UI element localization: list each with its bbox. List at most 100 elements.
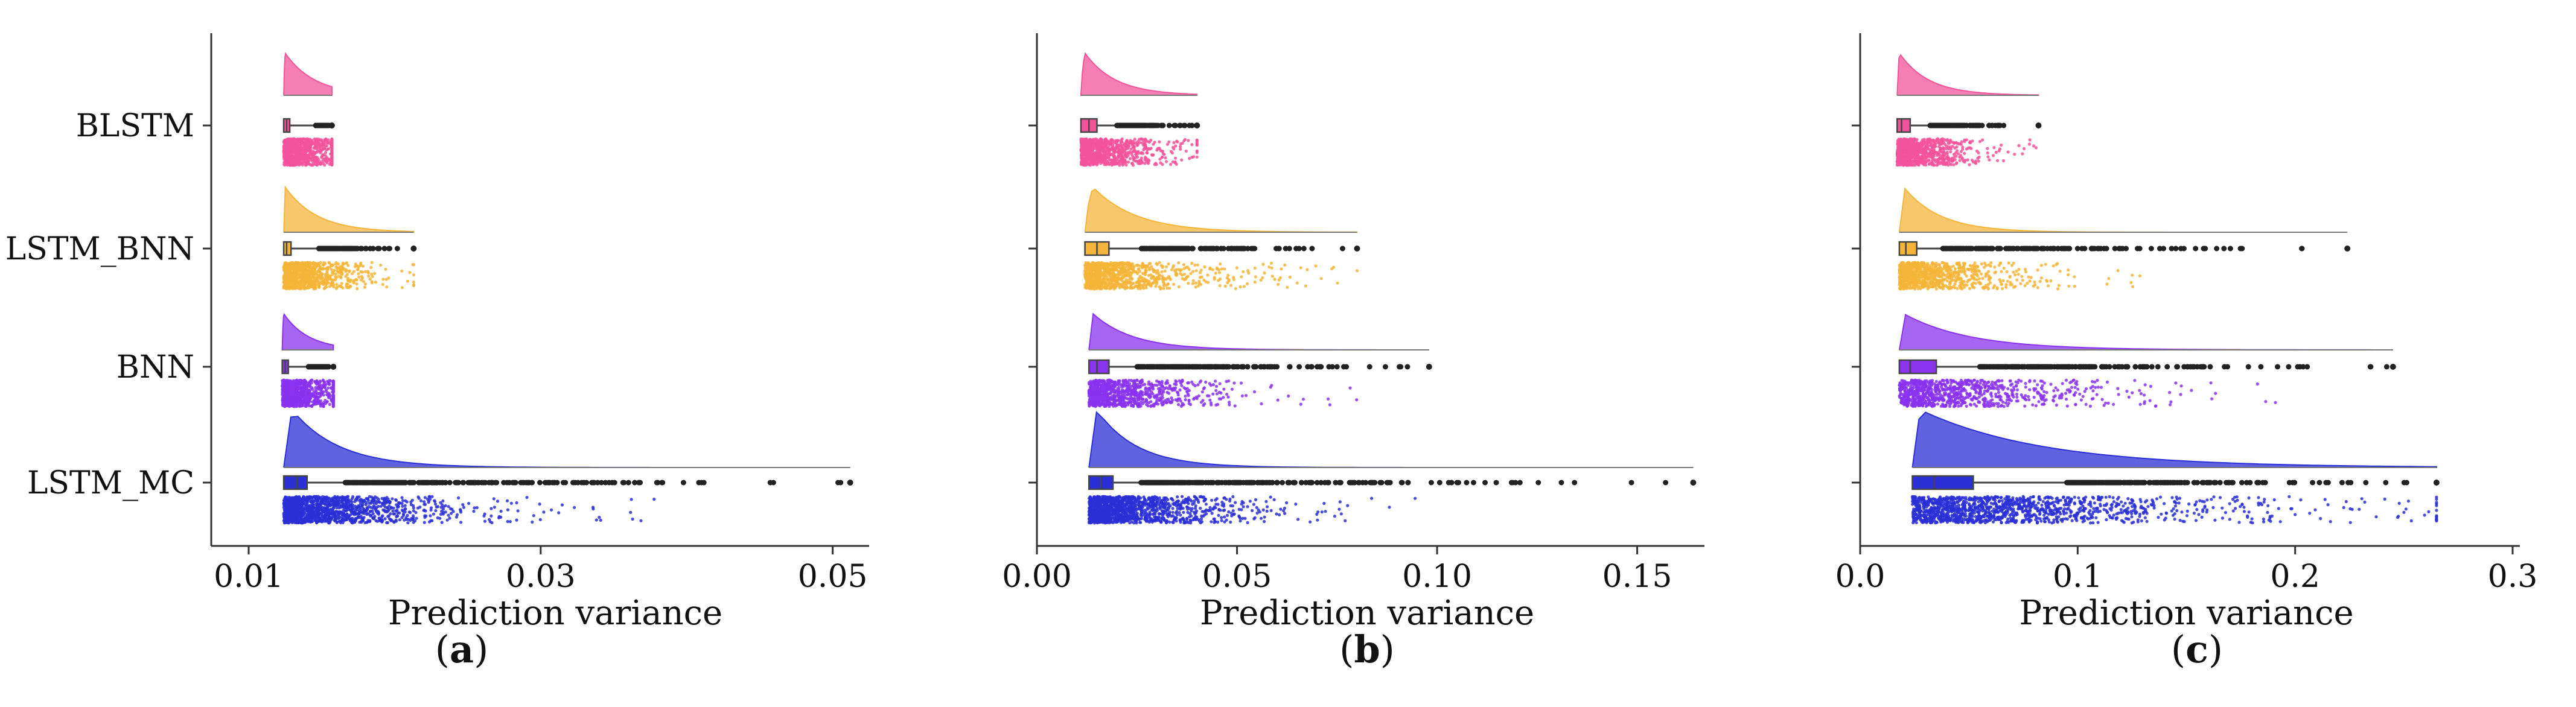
rain-point xyxy=(330,139,334,142)
rain-point xyxy=(412,273,416,277)
rain-point xyxy=(289,381,293,385)
rain-point xyxy=(306,506,310,510)
rain-point xyxy=(330,264,334,267)
rain-point xyxy=(283,499,287,503)
outlier-point xyxy=(434,480,440,486)
rain-point xyxy=(289,392,293,396)
y-tick-label: BLSTM xyxy=(76,108,194,144)
rain-point xyxy=(385,521,389,525)
rain-point xyxy=(434,509,438,513)
rain-point xyxy=(345,261,349,265)
rain-point xyxy=(531,520,534,524)
rain-point xyxy=(297,282,301,286)
outlier-point xyxy=(386,246,392,252)
rain-point xyxy=(304,405,307,408)
rain-point xyxy=(317,512,322,516)
rain-point xyxy=(319,505,323,509)
outlier-point xyxy=(696,480,702,486)
rain-point xyxy=(334,287,339,290)
rain-point xyxy=(427,501,430,504)
rain-point xyxy=(328,274,332,278)
outlier-point xyxy=(374,480,380,486)
density-cloud-lstm_mc xyxy=(283,416,850,468)
outlier-point xyxy=(590,480,596,486)
outlier-point xyxy=(376,246,382,252)
rain-point xyxy=(287,275,291,279)
rain-point xyxy=(376,510,380,513)
rain-point xyxy=(319,261,322,264)
rain-point xyxy=(327,261,331,264)
rain-lstm_bnn xyxy=(282,261,416,291)
rain-point xyxy=(295,153,298,157)
outlier-point xyxy=(654,480,660,486)
rain-point xyxy=(368,519,372,524)
rain-point xyxy=(313,150,316,154)
outlier-point xyxy=(637,480,643,486)
rain-point xyxy=(294,139,298,142)
rain-point xyxy=(324,384,327,387)
rain-point xyxy=(515,501,518,505)
rain-point xyxy=(346,498,350,501)
rain-point xyxy=(418,506,422,509)
rain-point xyxy=(313,282,316,285)
rain-point xyxy=(292,137,296,141)
rain-point xyxy=(317,385,321,389)
rain-point xyxy=(284,161,288,165)
rain-point xyxy=(331,384,335,388)
outlier-point xyxy=(575,480,581,486)
rain-point xyxy=(287,154,290,158)
rain-point xyxy=(291,287,295,290)
rain-point xyxy=(301,509,305,512)
rain-point xyxy=(368,277,372,281)
x-tick-label: 0.01 xyxy=(214,559,284,595)
y-tick-label: LSTM_MC xyxy=(27,465,194,501)
rain-point xyxy=(461,503,465,507)
rain-point xyxy=(284,402,288,406)
rain-point xyxy=(310,378,314,382)
rain-point xyxy=(309,153,313,157)
rain-point xyxy=(295,501,298,505)
rain-point xyxy=(322,519,326,523)
rain-point xyxy=(314,271,317,275)
rain-point xyxy=(352,270,356,273)
outlier-point xyxy=(354,480,360,486)
rain-point xyxy=(429,506,433,510)
rain-point xyxy=(472,510,476,513)
y-tick-label: BNN xyxy=(116,349,194,385)
rain-point xyxy=(387,276,391,280)
outliers-blstm xyxy=(1114,122,1200,128)
rain-point xyxy=(306,519,310,523)
rain-point xyxy=(414,511,418,515)
rain-point xyxy=(312,262,316,265)
rain-point xyxy=(292,268,296,272)
rain-point xyxy=(308,510,312,513)
outlier-point xyxy=(489,480,494,486)
rain-point xyxy=(295,518,299,522)
rain-point xyxy=(298,273,302,277)
rain-point xyxy=(352,281,355,285)
rain-point xyxy=(429,514,432,518)
rain-point xyxy=(330,161,334,165)
outlier-point xyxy=(307,364,313,370)
rain-point xyxy=(313,162,317,166)
rain-point xyxy=(381,514,384,518)
rain-point xyxy=(400,269,404,273)
rain-point xyxy=(328,402,331,407)
rain-point xyxy=(313,287,317,290)
rain-point xyxy=(365,496,368,500)
rain-point xyxy=(330,281,334,284)
rain-point xyxy=(304,280,307,284)
rain-point xyxy=(327,520,331,524)
rain-point xyxy=(320,273,324,277)
rain-point xyxy=(324,389,328,393)
rain-point xyxy=(321,142,325,146)
rain-point xyxy=(289,404,292,408)
outlier-point xyxy=(317,246,324,252)
rain-point xyxy=(284,515,287,519)
rain-point xyxy=(408,271,412,274)
rain-point xyxy=(322,162,325,165)
rain-point xyxy=(342,512,345,516)
rain-point xyxy=(298,279,301,282)
rain-point xyxy=(308,150,311,154)
rain-point xyxy=(325,271,329,275)
